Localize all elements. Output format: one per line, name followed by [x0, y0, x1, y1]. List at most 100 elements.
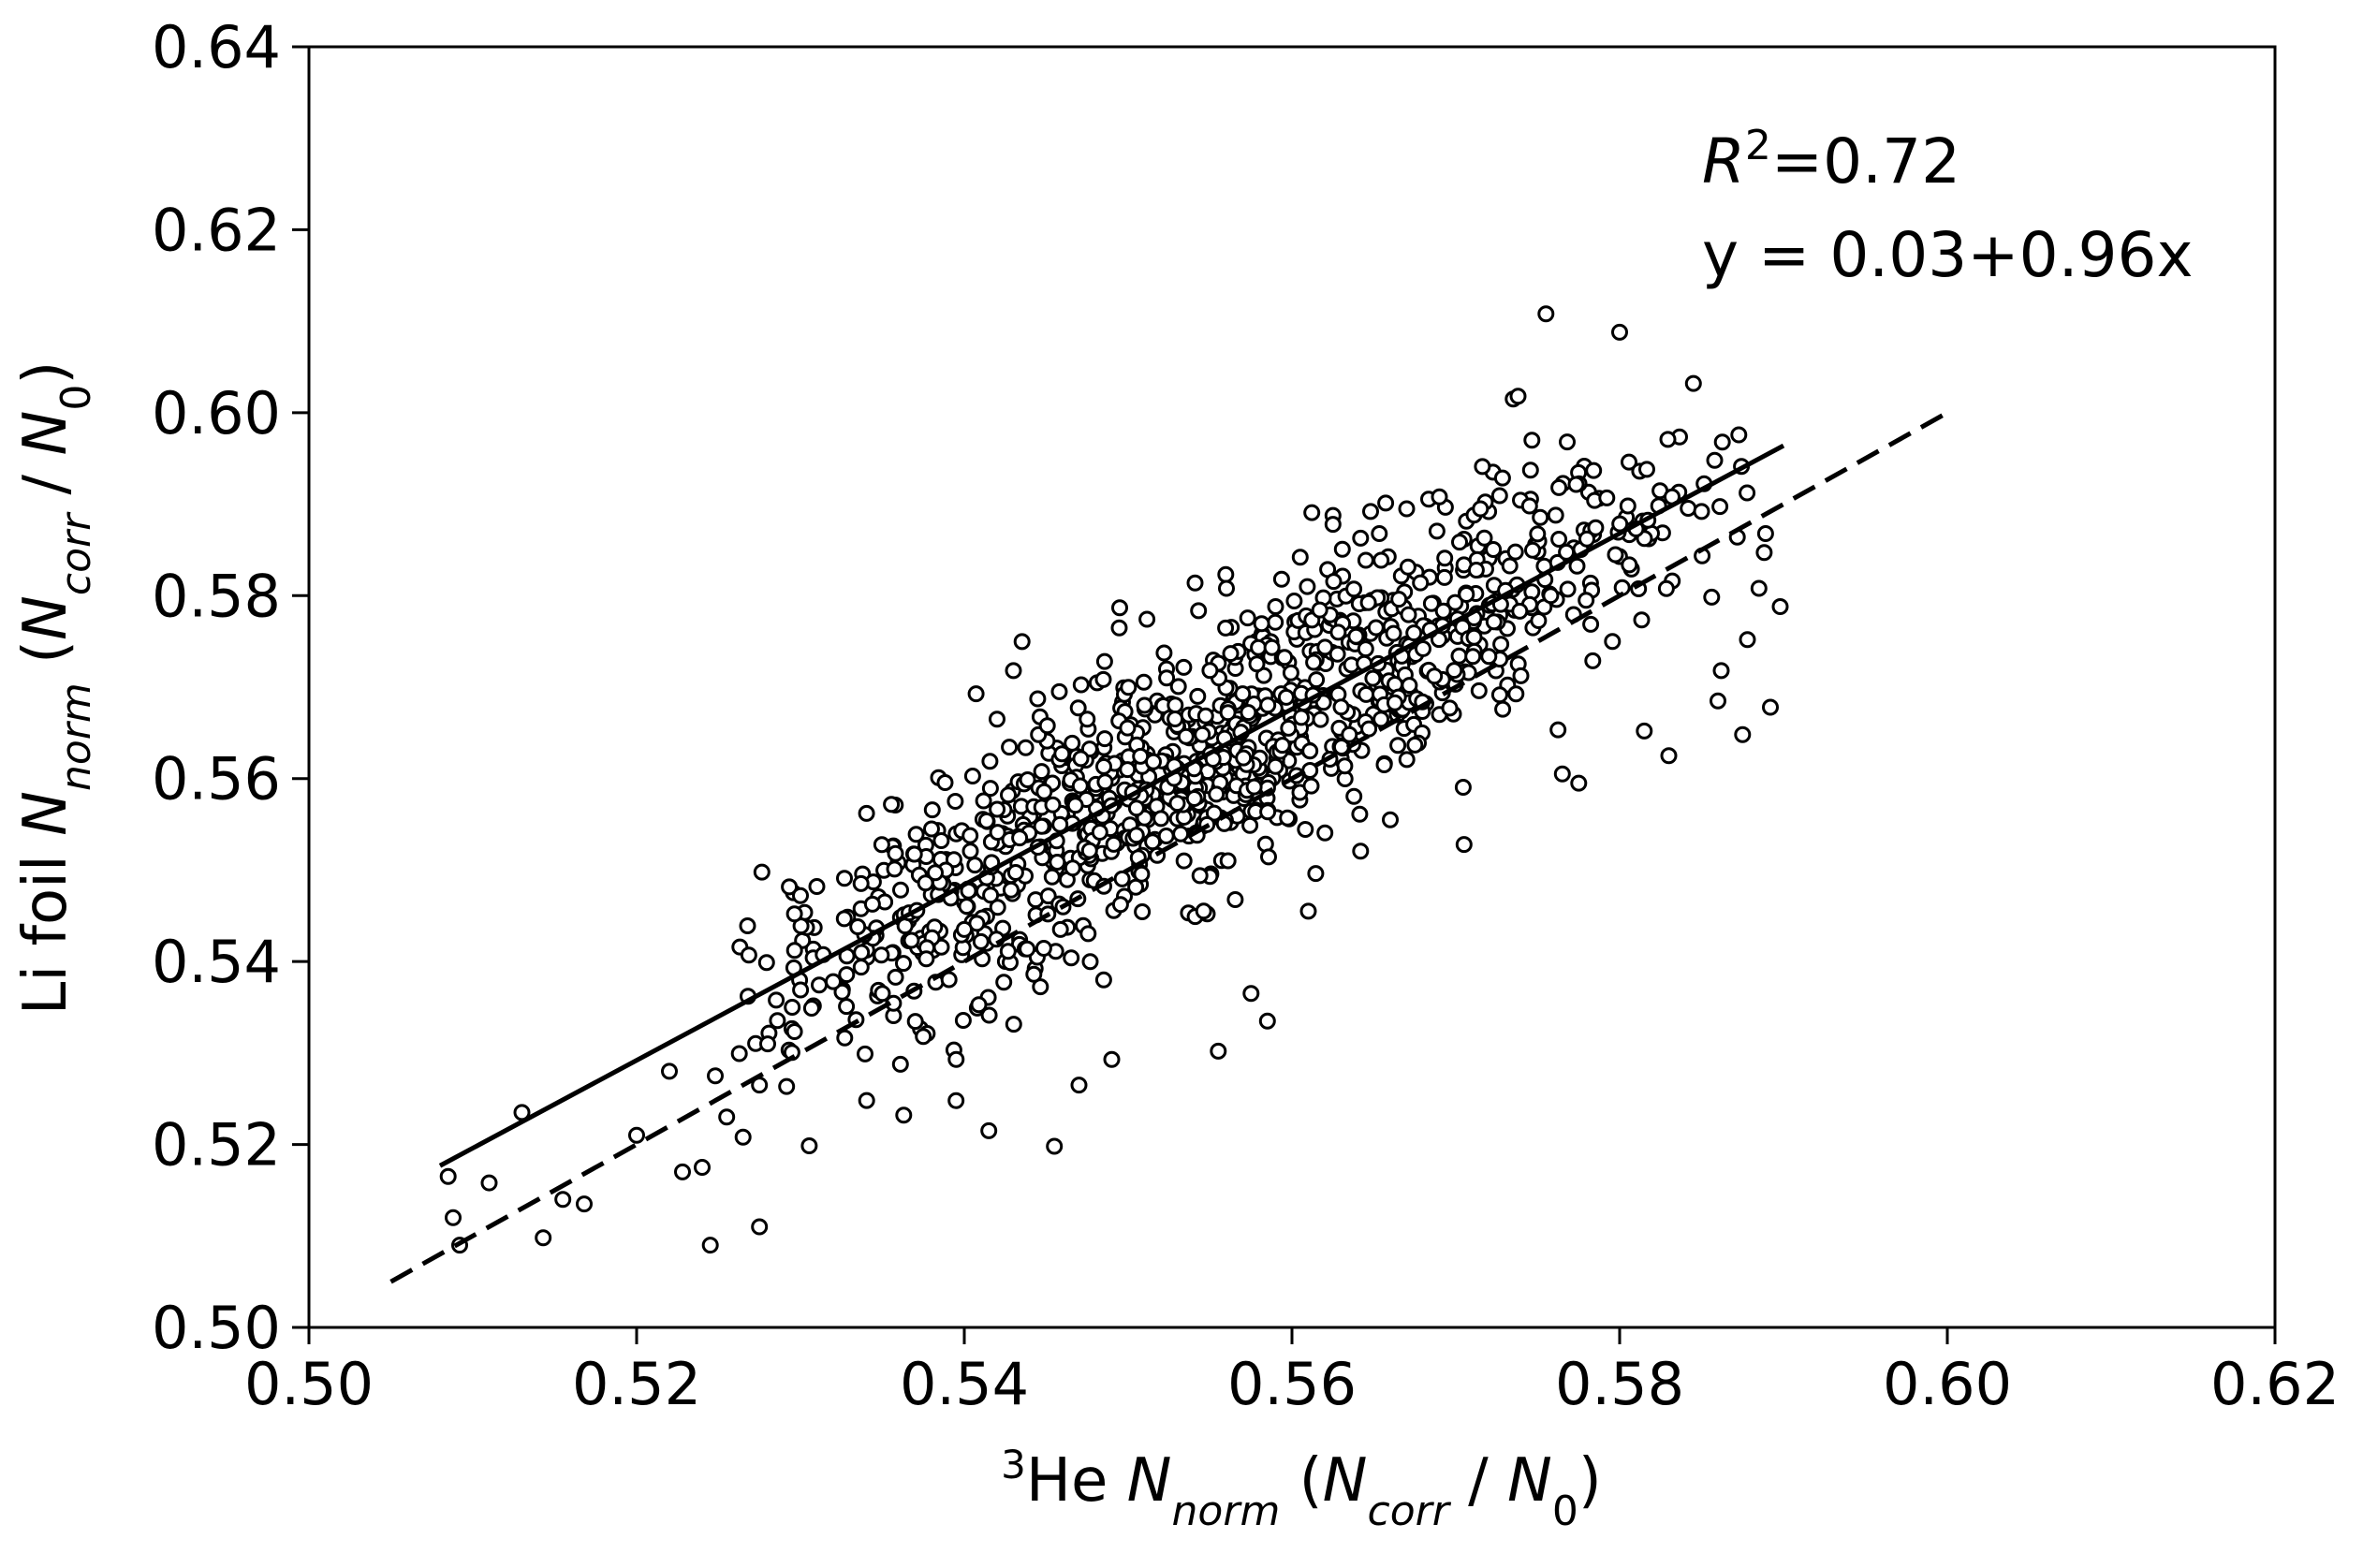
- data-point: [999, 943, 1017, 960]
- data-point: [1713, 433, 1731, 451]
- data-point: [1511, 602, 1529, 620]
- data-point: [982, 887, 1000, 904]
- data-point: [825, 973, 842, 990]
- data-point: [1706, 451, 1724, 469]
- data-point: [1001, 739, 1019, 756]
- data-point: [1730, 426, 1748, 444]
- x-tick-label: 0.56: [1227, 1350, 1357, 1418]
- data-point: [1267, 757, 1284, 775]
- data-point: [1559, 433, 1576, 451]
- data-point: [883, 796, 901, 813]
- data-point: [1259, 803, 1277, 821]
- data-point: [811, 976, 828, 994]
- data-point: [1219, 704, 1237, 722]
- data-point: [1096, 773, 1114, 791]
- data-point: [1345, 580, 1363, 598]
- data-point: [1248, 655, 1266, 673]
- data-point: [701, 1237, 719, 1254]
- data-point: [1532, 508, 1549, 526]
- data-point: [1134, 903, 1152, 920]
- data-point: [917, 950, 935, 968]
- data-point: [1072, 676, 1090, 694]
- data-point: [1311, 601, 1328, 619]
- x-tick-label: 0.52: [572, 1350, 701, 1418]
- data-point: [1357, 640, 1374, 658]
- data-point: [1127, 878, 1145, 896]
- data-point: [1636, 722, 1653, 740]
- x-axis-label: 3He Nnorm (Ncorr / N0): [1001, 1442, 1602, 1535]
- data-point: [1273, 737, 1291, 755]
- data-point: [1542, 587, 1560, 605]
- data-point: [1194, 725, 1211, 743]
- data-point: [576, 1195, 593, 1213]
- x-tick-label: 0.60: [1883, 1350, 2012, 1418]
- data-point: [1512, 667, 1530, 684]
- data-point: [739, 917, 756, 934]
- data-point: [1127, 827, 1145, 844]
- data-point: [887, 844, 904, 862]
- data-point: [947, 793, 964, 810]
- data-point: [1398, 500, 1416, 518]
- data-point: [1158, 669, 1176, 687]
- data-point: [1750, 579, 1768, 597]
- data-point: [1464, 648, 1482, 666]
- data-point: [967, 685, 985, 703]
- data-point: [887, 968, 904, 986]
- data-point: [1657, 579, 1675, 597]
- data-point: [1659, 431, 1677, 448]
- data-point: [989, 711, 1005, 728]
- data-point: [954, 1012, 972, 1029]
- x-tick-label: 0.58: [1555, 1350, 1684, 1418]
- data-point: [1756, 525, 1774, 542]
- data-point: [838, 966, 856, 984]
- data-point: [915, 1028, 932, 1046]
- data-point: [1660, 747, 1678, 765]
- data-point: [480, 1174, 498, 1192]
- data-point: [1553, 765, 1571, 783]
- data-point: [1446, 593, 1464, 611]
- data-point: [1285, 593, 1303, 609]
- data-point: [1033, 763, 1050, 781]
- data-point: [1359, 593, 1377, 611]
- data-point: [892, 881, 909, 899]
- data-point: [1621, 453, 1637, 471]
- fit-lines: [389, 410, 1949, 1284]
- data-point: [1325, 573, 1343, 591]
- data-point: [1250, 638, 1268, 656]
- data-point: [853, 944, 871, 961]
- data-point: [1011, 829, 1029, 847]
- data-point: [1734, 725, 1752, 743]
- data-point: [1272, 570, 1290, 588]
- data-point: [1585, 462, 1603, 479]
- data-point: [1399, 558, 1416, 576]
- data-point: [1358, 685, 1375, 703]
- y-tick-label: 0.50: [152, 1294, 281, 1362]
- data-point: [1345, 787, 1363, 805]
- data-point: [1739, 631, 1756, 649]
- y-axis-label: Li foil Nnorm (Ncorr / N0): [11, 361, 100, 1016]
- data-point: [1019, 940, 1036, 958]
- data-point: [1558, 543, 1576, 561]
- data-point: [1217, 565, 1235, 583]
- data-point: [792, 981, 810, 999]
- data-point: [873, 985, 891, 1003]
- data-point: [1297, 821, 1314, 838]
- data-point: [1537, 305, 1555, 323]
- data-point: [1276, 649, 1294, 667]
- data-point: [1069, 699, 1087, 717]
- data-point: [445, 1209, 462, 1226]
- data-point: [1567, 476, 1585, 493]
- data-point: [740, 946, 757, 964]
- data-point: [1710, 692, 1726, 710]
- data-point: [1364, 669, 1382, 687]
- data-point: [808, 878, 826, 895]
- data-point: [1385, 624, 1402, 642]
- x-tick-label: 0.54: [900, 1350, 1029, 1418]
- data-point: [1347, 627, 1365, 645]
- data-point: [1435, 568, 1453, 586]
- data-point: [989, 824, 1006, 842]
- data-point: [1446, 662, 1463, 680]
- data-point: [1081, 953, 1099, 971]
- data-point: [1070, 1077, 1088, 1094]
- data-point: [1307, 865, 1325, 883]
